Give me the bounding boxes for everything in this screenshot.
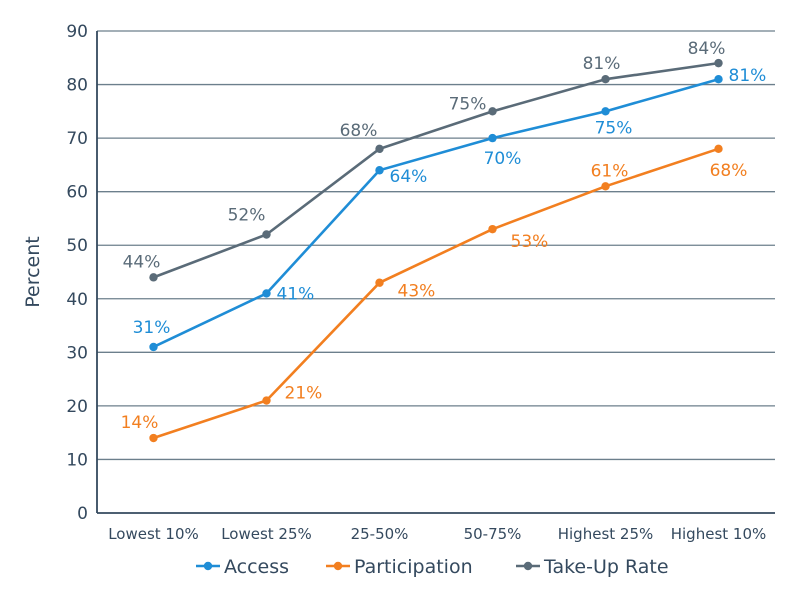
y-tick-label: 40 — [66, 290, 88, 310]
take-up-rate-data-label: 44% — [123, 252, 161, 272]
legend: Access Participation Take-Up Rate — [196, 556, 669, 578]
access-point — [149, 342, 158, 352]
access-data-label: 31% — [133, 318, 171, 338]
take-up-rate-data-label: 75% — [449, 94, 487, 114]
x-tick-label: Lowest 25% — [221, 525, 312, 543]
participation-data-label: 61% — [591, 161, 629, 181]
y-tick-label: 80 — [66, 76, 88, 96]
access-point — [714, 75, 723, 84]
participation-point — [488, 224, 497, 234]
x-tick-label: Lowest 10% — [108, 525, 199, 543]
participation-point — [262, 396, 271, 405]
access-point — [375, 166, 384, 175]
take-up-rate-point — [375, 144, 384, 154]
access-point — [488, 133, 497, 143]
access-legend-label: Access — [224, 556, 289, 578]
participation-legend-marker — [333, 561, 343, 571]
x-tick-labels: Lowest 10% Lowest 25% 25-50% 50-75% Highest … — [108, 525, 766, 543]
y-tick-labels: 0 10 20 30 40 50 60 70 80 90 — [66, 22, 88, 524]
participation-series-line — [153, 147, 719, 440]
x-tick-label: 25-50% — [351, 525, 409, 543]
y-tick-label: 90 — [66, 22, 88, 42]
y-tick-label: 20 — [66, 397, 88, 417]
take-up-rate-series-line — [153, 61, 719, 279]
y-tick-label: 10 — [66, 450, 88, 470]
take-up-rate-data-label: 84% — [688, 39, 726, 59]
access-point — [262, 289, 271, 298]
take-up-rate-legend-label: Take-Up Rate — [543, 556, 669, 578]
access-series-line — [152, 77, 719, 349]
gridlines — [97, 30, 775, 461]
access-data-label: 70% — [484, 149, 522, 169]
participation-data-label: 21% — [285, 384, 323, 404]
take-up-rate-point — [601, 75, 610, 84]
access-data-label: 81% — [729, 66, 767, 86]
take-up-rate-point — [149, 273, 158, 282]
take-up-rate-legend-marker — [523, 561, 533, 571]
participation-data-label: 43% — [398, 282, 436, 302]
participation-point — [149, 433, 158, 443]
x-tick-label: 50-75% — [464, 525, 522, 543]
take-up-rate-data-label: 81% — [583, 54, 621, 74]
take-up-rate-data-label: 52% — [228, 206, 266, 226]
data-labels: 31% 41% 64% 70% 75% 81% 14% 21% 43% 53% 61% 68% 44% 5… — [121, 39, 767, 433]
participation-point — [714, 144, 723, 154]
y-axis-label: Percent — [22, 236, 44, 308]
participation-point — [375, 278, 384, 287]
x-tick-label: Highest 10% — [671, 525, 767, 543]
y-tick-label: 50 — [66, 236, 88, 256]
x-tick-label: Highest 25% — [558, 525, 654, 543]
series-lines — [149, 58, 723, 443]
take-up-rate-point — [262, 230, 271, 239]
participation-data-label: 14% — [121, 413, 159, 433]
y-tick-label: 60 — [66, 183, 88, 203]
participation-legend-label: Participation — [354, 556, 473, 578]
y-tick-label: 0 — [77, 504, 88, 524]
take-up-rate-point — [488, 107, 497, 116]
participation-data-label: 68% — [710, 161, 748, 181]
access-data-label: 41% — [277, 284, 315, 304]
axes — [96, 31, 775, 514]
access-data-label: 75% — [595, 118, 633, 138]
access-legend-marker — [203, 561, 213, 571]
access-data-label: 64% — [390, 167, 428, 187]
y-tick-label: 70 — [66, 129, 88, 149]
participation-point — [601, 182, 610, 191]
access-point — [601, 107, 610, 116]
take-up-rate-point — [714, 58, 723, 68]
y-tick-label: 30 — [66, 343, 88, 363]
participation-data-label: 53% — [511, 232, 549, 252]
take-up-rate-data-label: 68% — [340, 121, 378, 141]
